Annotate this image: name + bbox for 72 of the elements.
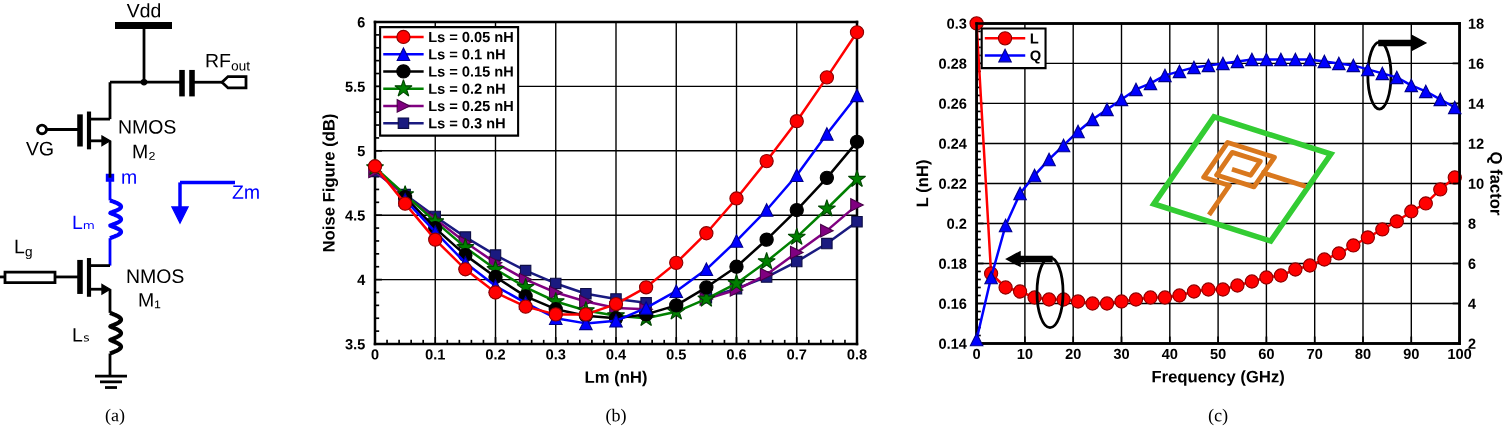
x-tick-label: 90	[1403, 348, 1419, 360]
x-tick-label: 0	[973, 348, 981, 360]
x-tick-label: 70	[1307, 348, 1323, 360]
x-tick-label: 40	[1161, 348, 1178, 360]
x-tick-label: 50	[1210, 348, 1226, 360]
x-tick-label: 0.1	[425, 349, 445, 360]
x-tick-label: 100	[1448, 348, 1472, 360]
y-tick-label: 4	[357, 274, 366, 285]
text: NMOS	[119, 119, 176, 134]
legend-label: Ls = 0.15 nH	[429, 66, 513, 77]
legend-label: Ls = 0.1 nH	[429, 49, 505, 60]
text: (b)	[606, 408, 626, 426]
y-axis-title: L (nH)	[916, 160, 932, 207]
text: (a)	[105, 408, 125, 426]
text: Lₛ	[73, 328, 90, 342]
y2-tick-label: 10	[1468, 178, 1484, 189]
x-tick-label: 20	[1065, 348, 1081, 360]
y2-tick-label: 14	[1468, 98, 1485, 109]
y-tick-label: 6	[357, 17, 365, 28]
x-tick-label: 0.6	[726, 349, 747, 360]
text: RF$_{out}$	[206, 53, 250, 71]
x-tick-label: 80	[1355, 348, 1371, 360]
y2-tick-label: 2	[1468, 338, 1476, 349]
y2-tick-label: 6	[1468, 258, 1476, 269]
text: Lₘ	[73, 215, 94, 230]
x-tick-label: 0.8	[847, 349, 867, 360]
x-tick-label: 10	[1017, 348, 1033, 360]
y-tick-label: 0.22	[939, 178, 967, 189]
x-tick-label: 0.7	[787, 349, 807, 360]
y-tick-label: 0.24	[939, 138, 967, 149]
y2-tick-label: 18	[1468, 18, 1484, 29]
y2-axis-title: Q factor	[1487, 152, 1503, 216]
y2-tick-label: 4	[1468, 298, 1476, 309]
y-tick-label: 0.14	[939, 338, 967, 349]
legend-label: L	[1030, 33, 1039, 44]
text: Zm	[232, 185, 259, 199]
text: (c)	[1208, 408, 1228, 426]
x-tick-label: 0.5	[666, 349, 686, 360]
y2-tick-label: 8	[1468, 218, 1476, 229]
text: M₂	[133, 144, 155, 160]
y-tick-label: 0.26	[939, 98, 967, 109]
y-tick-label: 0.28	[939, 58, 967, 69]
legend-label: Ls = 0.2 nH	[429, 83, 505, 94]
y-axis-title: Noise Figure (dB)	[322, 114, 339, 252]
y-tick-label: 0.2	[947, 218, 967, 229]
y-tick-label: 0.16	[939, 298, 967, 309]
y-tick-label: 5.5	[345, 81, 365, 92]
legend-label: Ls = 0.25 nH	[429, 100, 513, 112]
y-tick-label: 3.5	[345, 339, 365, 350]
x-tick-label: 30	[1113, 348, 1130, 360]
y2-tick-label: 16	[1468, 58, 1484, 69]
x-tick-label: 0	[371, 349, 379, 360]
text: Vdd	[126, 3, 161, 18]
legend-label: Q	[1030, 50, 1041, 64]
x-axis-title: Lm (nH)	[585, 370, 647, 387]
x-tick-label: 0.3	[546, 349, 566, 360]
text: L$_{g}$	[15, 239, 32, 260]
y-tick-label: 4.5	[345, 210, 365, 221]
y-tick-label: 5	[357, 146, 365, 157]
y-tick-label: 0.3	[947, 18, 967, 29]
text: m	[122, 173, 136, 184]
text: NMOS	[127, 269, 184, 284]
legend-label: Ls = 0.3 nH	[429, 118, 505, 129]
x-tick-label: 0.2	[485, 349, 506, 360]
y-tick-label: 0.18	[939, 258, 967, 269]
legend-label: Ls = 0.05 nH	[429, 31, 513, 43]
x-tick-label: 60	[1258, 348, 1274, 360]
text: VG	[26, 141, 53, 156]
x-axis-title: Frequency (GHz)	[1152, 370, 1284, 386]
x-tick-label: 0.4	[606, 349, 627, 360]
text: M₁	[139, 293, 161, 309]
y2-tick-label: 12	[1468, 138, 1484, 149]
